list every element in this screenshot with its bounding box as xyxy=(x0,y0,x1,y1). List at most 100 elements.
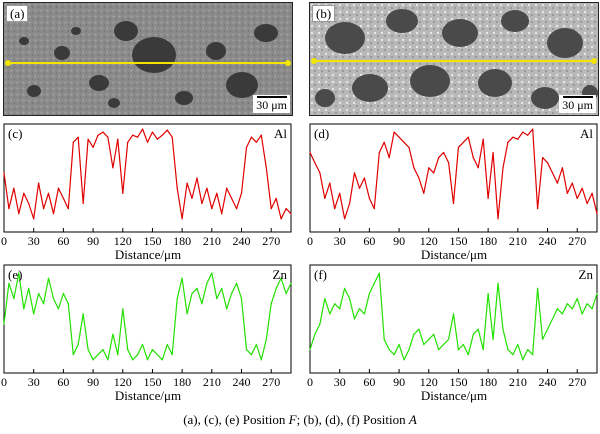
plot-e-tick-label: 150 xyxy=(143,375,161,389)
caption-position-a: A xyxy=(408,412,417,427)
plot-f-point xyxy=(586,303,588,305)
plot-d-point xyxy=(309,151,311,154)
plot-e-point xyxy=(211,272,213,274)
plot-e-point xyxy=(270,303,272,305)
plot-f-point xyxy=(443,343,445,346)
plot-f-point xyxy=(314,333,316,335)
plot-e-point xyxy=(181,277,183,279)
sem-image-b: (b) 30 μm xyxy=(309,2,599,116)
plot-d-tick-label: 240 xyxy=(539,234,557,248)
plot-c-tick-label: 0 xyxy=(1,234,7,248)
plot-e-point xyxy=(23,308,25,310)
plot-d-point xyxy=(581,187,583,189)
plot-c-point xyxy=(235,208,238,210)
plot-f: 0 30 60 90 120 150 180 210 240 270 (f) Zn xyxy=(307,264,599,389)
plot-d-point xyxy=(472,157,474,159)
plot-d-point xyxy=(517,138,519,140)
plot-c-point xyxy=(226,187,228,189)
plot-d-point xyxy=(329,182,331,184)
plot-c-point xyxy=(176,187,178,189)
plot-f-point xyxy=(368,292,370,295)
plot-e-point xyxy=(141,343,144,346)
plot-d-point xyxy=(433,172,435,174)
plot-d-point xyxy=(467,136,469,138)
plot-e-point xyxy=(92,359,94,361)
plot-d-point xyxy=(497,218,499,220)
plot-c-tick-label: 90 xyxy=(87,234,99,248)
plot-e-point xyxy=(260,359,262,361)
plot-e-element-label: Zn xyxy=(273,267,288,282)
plot-f-point xyxy=(433,333,435,335)
plot-d-point xyxy=(403,141,405,143)
plot-e-point xyxy=(250,354,253,356)
plot-e-point xyxy=(216,298,218,300)
plot-e-point xyxy=(280,277,282,279)
plot-c-point xyxy=(47,192,50,194)
plot-e-point xyxy=(235,282,238,284)
plot-c-point xyxy=(240,192,243,194)
plot-e-point xyxy=(28,287,30,289)
plot-d-point xyxy=(591,192,593,194)
plot-d-tick-label: 120 xyxy=(420,234,438,248)
plot-e-point xyxy=(161,359,163,361)
plot-e-point xyxy=(127,349,129,351)
plot-c-point xyxy=(171,136,173,138)
plot-c-point xyxy=(260,134,262,136)
plot-e-point xyxy=(18,272,20,274)
plot-c-point xyxy=(67,208,69,210)
plot-d-point xyxy=(358,187,361,189)
plot-e-point xyxy=(166,343,168,346)
plot-d-tick-label: 30 xyxy=(334,234,346,248)
plot-c-point xyxy=(181,218,183,220)
plot-e-point xyxy=(146,359,149,361)
plot-e-point xyxy=(171,354,173,356)
plot-d-tick-label: 90 xyxy=(393,234,405,248)
scale-bar-label-a: 30 μm xyxy=(256,98,287,112)
plot-f-point xyxy=(358,308,361,310)
plot-e-point xyxy=(191,292,193,295)
plot-c-point xyxy=(290,213,292,215)
plot-c-point xyxy=(255,141,257,143)
scale-bar-label-b: 30 μm xyxy=(562,98,593,112)
plot-f-tick-label: 180 xyxy=(479,375,497,389)
plot-e-point xyxy=(102,349,104,351)
plot-d-point xyxy=(447,162,450,164)
caption-position-f: F xyxy=(288,412,297,427)
plot-d-tick-label: 150 xyxy=(449,234,467,248)
plot-d-tick-label: 210 xyxy=(509,234,527,248)
plot-c-point xyxy=(280,218,282,220)
plot-f-point xyxy=(334,303,336,305)
plot-f-point xyxy=(452,313,455,315)
plot-d-point xyxy=(527,134,529,136)
plot-f-point xyxy=(319,323,321,325)
plot-e-tick-label: 270 xyxy=(262,375,280,389)
plot-f-element-label: Zn xyxy=(579,267,594,282)
plot-f-tick-label: 210 xyxy=(509,375,527,389)
plot-d-point xyxy=(502,167,504,169)
plot-e-point xyxy=(176,298,178,300)
plot-e-point xyxy=(221,287,223,289)
figure-caption: (a), (c), (e) Position F; (b), (d), (f) … xyxy=(0,412,600,428)
plot-d-point xyxy=(482,138,484,140)
plot-e-point xyxy=(285,292,287,295)
plot-f-point xyxy=(502,328,504,330)
plot-e-tick-label: 30 xyxy=(28,375,40,389)
plot-c-tick-label: 150 xyxy=(143,234,161,248)
plot-f-tick-label: 150 xyxy=(449,375,467,389)
plot-f-tick-label: 60 xyxy=(363,375,375,389)
plot-c-point xyxy=(285,208,287,210)
plot-c-point xyxy=(3,172,5,174)
plot-c-point xyxy=(245,146,248,148)
plot-c-point xyxy=(52,213,55,215)
plot-f-point xyxy=(596,292,598,295)
plot-d-xlabel: Distance/μm xyxy=(420,247,488,262)
plot-c-tick-label: 240 xyxy=(233,234,251,248)
plot-d-tick-label: 0 xyxy=(307,234,313,248)
plot-d-point xyxy=(546,162,549,164)
plot-f-svg: 0 30 60 90 120 150 180 210 240 270 (f) Zn xyxy=(307,264,598,389)
plot-f-point xyxy=(393,354,395,356)
plot-f-point xyxy=(413,333,415,335)
sem-micrograph-b xyxy=(310,3,598,115)
plot-c-element-label: Al xyxy=(274,126,287,141)
plot-c-point xyxy=(112,167,114,169)
